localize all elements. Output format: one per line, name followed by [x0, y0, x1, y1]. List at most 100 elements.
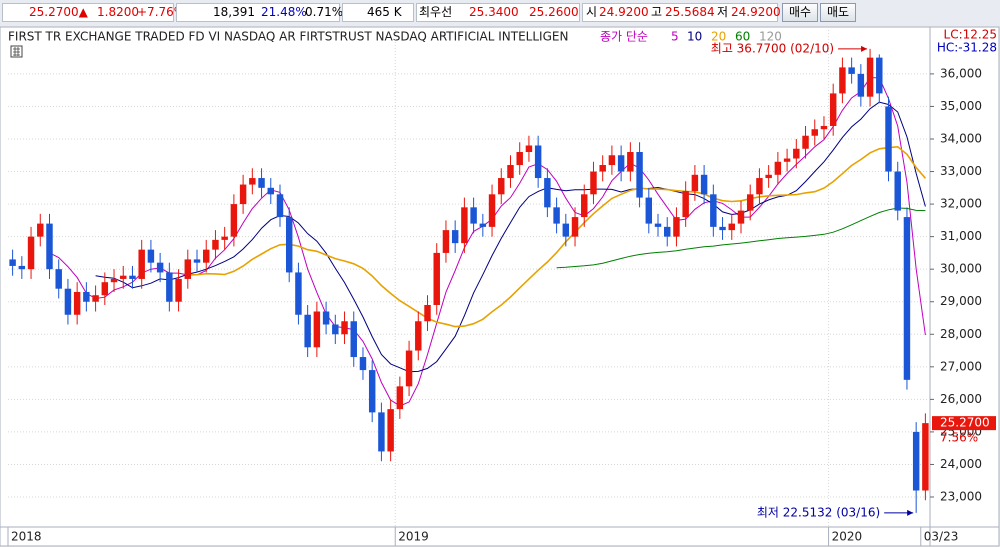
sell-button[interactable]: 매도: [820, 3, 856, 22]
best-cell: 최우선 25.3400 25.2600: [416, 3, 580, 22]
candle-body: [599, 165, 606, 172]
candle-body: [147, 249, 155, 263]
candle-body: [700, 174, 708, 195]
candle-body: [138, 249, 145, 279]
candle-body: [332, 324, 339, 335]
candle-body: [617, 155, 625, 172]
candle-body: [461, 207, 468, 244]
candle-body: [912, 431, 920, 491]
candle-body: [562, 223, 570, 237]
candle-body: [212, 239, 219, 250]
x-tick-label: 2018: [11, 530, 42, 544]
candle-body: [322, 311, 330, 325]
candle-body: [719, 226, 726, 231]
candle-body: [83, 291, 90, 302]
candle-body: [276, 194, 284, 218]
candle-body: [811, 129, 818, 136]
candle-body: [534, 145, 542, 179]
candle-body: [581, 194, 588, 218]
last-price-tag: [932, 416, 996, 431]
candle-body: [876, 57, 883, 94]
candle-body: [451, 230, 459, 244]
candle-body: [203, 249, 210, 263]
candle-body: [479, 223, 487, 227]
candle-body: [46, 223, 53, 270]
grid-icon[interactable]: [10, 45, 23, 58]
candle-body: [866, 57, 874, 97]
ma-legend: 10: [687, 30, 702, 44]
ma-legend: 120: [759, 30, 782, 44]
candle-body: [848, 67, 855, 74]
y-tick-label: 36,000: [940, 66, 982, 80]
candle-body: [673, 217, 680, 237]
candle-body: [433, 252, 440, 305]
ohl-cell: 시 24.9200 고 25.5684 저 24.9200: [582, 3, 781, 22]
candle-body: [829, 93, 837, 126]
hc-label: HC:-31.28: [937, 41, 997, 55]
annotation-arrowhead: [861, 45, 868, 52]
open: 24.9200: [599, 5, 649, 19]
candle-body: [682, 191, 689, 218]
amount-cell: 465 K: [342, 3, 414, 22]
price: 25.2700▲: [29, 5, 88, 19]
candle-body: [488, 194, 496, 227]
candle-body: [27, 236, 35, 270]
candle-body: [507, 165, 514, 179]
change: 1.8200: [97, 5, 139, 19]
low: 24.9200: [731, 5, 781, 19]
chart-frame: [0, 26, 1000, 547]
candle-body: [9, 259, 16, 266]
candle-body: [368, 370, 376, 413]
high-label: 고: [651, 5, 663, 19]
candle-body: [304, 314, 311, 348]
x-tick-label: 2020: [832, 530, 863, 544]
best-label: 최우선: [419, 5, 453, 19]
open-label: 시: [586, 5, 598, 19]
y-tick-label: 35,000: [940, 99, 982, 113]
candle-body: [110, 278, 118, 283]
last-price-label: 25.2700: [940, 416, 990, 430]
candle-body: [746, 194, 754, 211]
y-tick-label: 31,000: [940, 229, 982, 243]
y-tick-label: 29,000: [940, 294, 982, 308]
candle-body: [470, 207, 477, 224]
candle-body: [728, 223, 735, 231]
y-tick-label: 34,000: [940, 131, 982, 145]
candle-body: [839, 67, 846, 94]
candle-body: [295, 272, 302, 315]
candle-body: [129, 275, 136, 279]
candle-body: [442, 230, 450, 253]
amount: 465 K: [367, 5, 402, 19]
y-tick-label: 30,000: [940, 262, 982, 276]
candle-body: [415, 321, 422, 351]
high: 25.5684: [665, 5, 715, 19]
candle-body: [903, 217, 911, 380]
buy-button[interactable]: 매수: [782, 3, 818, 22]
candle-body: [627, 152, 634, 172]
last-change-label: 7.56%: [940, 431, 978, 445]
candle-body: [359, 357, 367, 371]
candle-body: [783, 158, 791, 162]
candle-body: [64, 288, 72, 315]
candle-body: [73, 291, 81, 315]
change-pct: +7.76%: [137, 5, 186, 19]
candle-body: [820, 125, 828, 130]
candle-body: [193, 259, 201, 263]
candle-body: [710, 194, 717, 227]
ma-legend: 20: [711, 30, 726, 44]
candle-body: [396, 386, 404, 410]
candle-body: [857, 73, 865, 97]
candle-body: [424, 304, 431, 322]
candle-body: [267, 187, 274, 195]
candle-body: [765, 174, 772, 179]
candle-body: [525, 145, 533, 153]
chart-title: FIRST TR EXCHANGE TRADED FD VI NASDAQ AR…: [8, 30, 568, 44]
low-label: 저: [717, 5, 729, 19]
candle-body: [221, 236, 228, 240]
y-tick-label: 26,000: [940, 392, 982, 406]
x-tick-label: 03/23: [924, 530, 959, 544]
candle-body: [885, 106, 892, 172]
volume: 18,391: [213, 5, 255, 19]
candle-body: [313, 311, 321, 348]
